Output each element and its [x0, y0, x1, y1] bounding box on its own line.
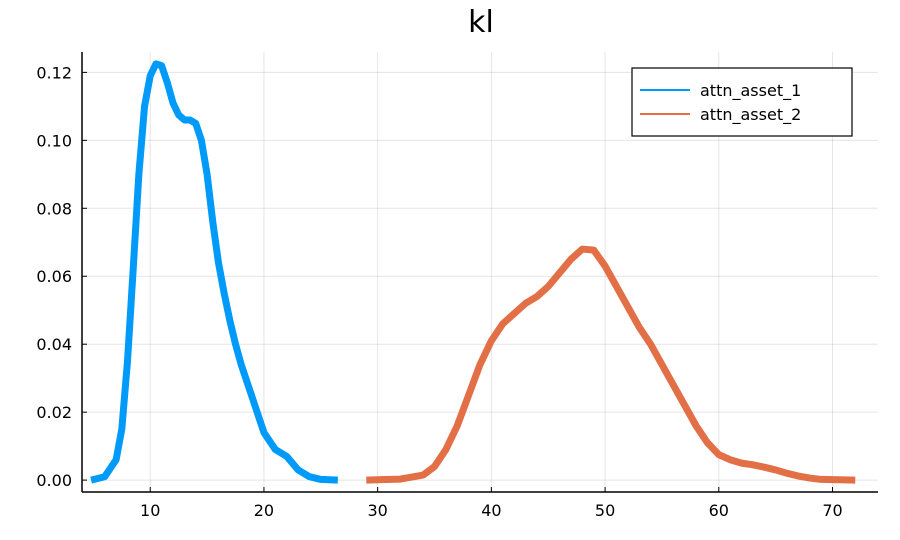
legend-label-1: attn_asset_1	[700, 81, 801, 101]
legend-box	[631, 67, 853, 137]
y-tick-label: 0.08	[36, 199, 72, 218]
grid-lines	[82, 52, 878, 492]
y-tick-label: 0.10	[36, 131, 72, 150]
y-tick-label: 0.00	[36, 471, 72, 490]
series-layer	[90, 60, 856, 484]
legend-label-2: attn_asset_2	[700, 105, 801, 125]
x-tick-label: 70	[822, 501, 842, 520]
x-tick-label: 40	[481, 501, 501, 520]
y-tick-label: 0.12	[36, 63, 72, 82]
x-tick-label: 10	[140, 501, 160, 520]
x-tick-label: 60	[709, 501, 729, 520]
legend: attn_asset_1 attn_asset_2	[631, 67, 853, 137]
x-tick-label: 50	[595, 501, 615, 520]
y-tick-label: 0.04	[36, 335, 72, 354]
x-tick-label: 20	[254, 501, 274, 520]
series-line-1	[90, 60, 338, 484]
y-tick-label: 0.06	[36, 267, 72, 286]
chart-title: kl	[468, 5, 494, 40]
x-tick-label: 30	[367, 501, 387, 520]
series-line-2	[366, 245, 856, 484]
y-tick-label: 0.02	[36, 403, 72, 422]
axes: 10 20 30 40 50 60 70 0.00 0.02 0.04 0.06 0.08 0.10 0.…	[36, 52, 878, 520]
